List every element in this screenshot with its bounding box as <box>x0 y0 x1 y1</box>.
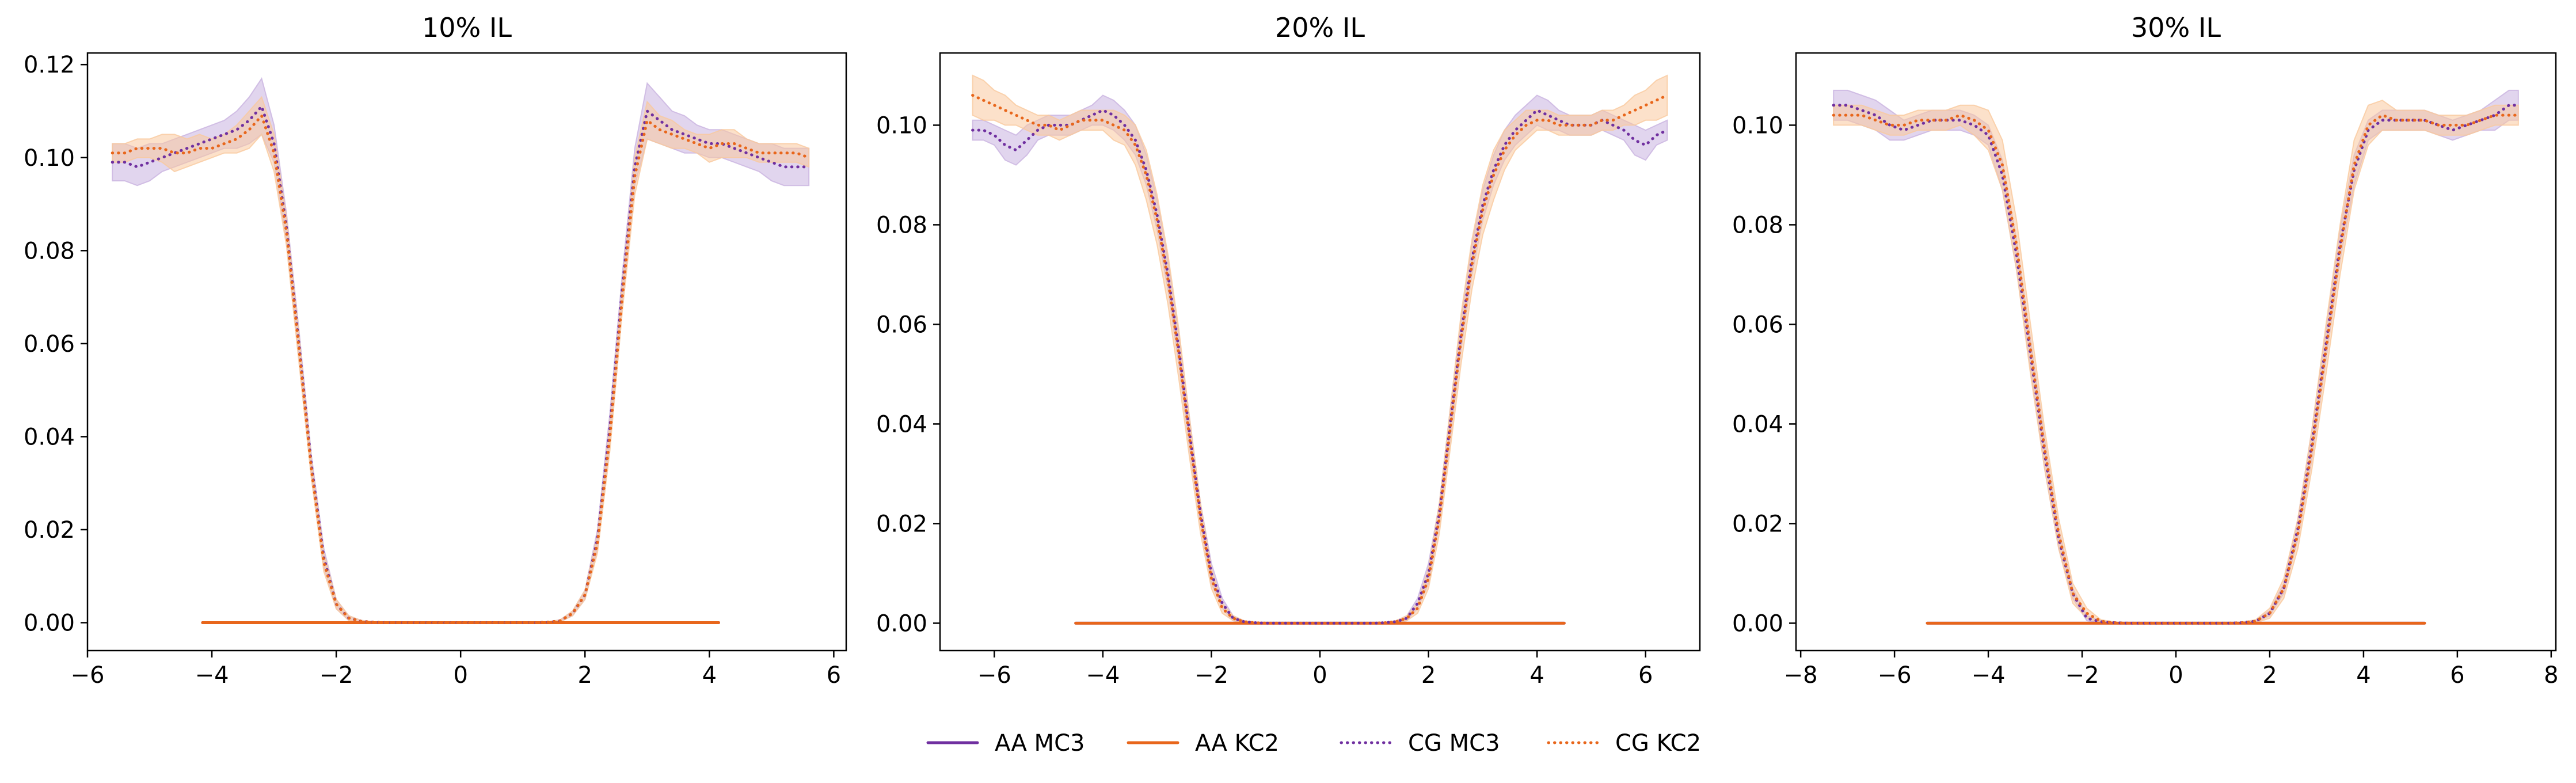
y-tick-label: 0.06 <box>1732 311 1783 338</box>
axes-frame <box>939 52 1701 652</box>
legend-item-aa-kc2: AA KC2 <box>1127 730 1279 757</box>
x-tick-label: 6 <box>2450 662 2464 689</box>
y-tick-label: 0.00 <box>876 610 927 637</box>
legend-label: CG KC2 <box>1615 730 1701 757</box>
panels: −6 −4 −2 0 2 4 6 0.00 0.02 0.04 0.06 0.08 0.10 0.12 10… <box>24 12 2559 689</box>
y-tick-label: 0.10 <box>876 112 927 139</box>
panel-1: −6 −4 −2 0 2 4 6 0.00 0.02 0.04 0.06 0.08 0.10 0.12 10… <box>24 12 847 689</box>
series-cg-kc2 <box>111 114 811 624</box>
y-tick-label: 0.10 <box>24 145 75 172</box>
plot-area <box>111 77 811 624</box>
y-tick-label: 0.02 <box>876 511 927 537</box>
x-tick-label: 4 <box>2356 662 2370 689</box>
x-tick-label: 6 <box>827 662 841 689</box>
legend-label: CG MC3 <box>1408 730 1500 757</box>
series-cg-mc3 <box>971 109 1669 625</box>
x-tick-label: −6 <box>977 662 1011 689</box>
x-tick-label: 2 <box>2262 662 2277 689</box>
y-tick-label: 0.04 <box>1732 411 1783 438</box>
y-tick-label: 0.00 <box>1732 610 1783 637</box>
legend-item-cg-mc3: CG MC3 <box>1340 730 1500 757</box>
x-tick-label: 4 <box>702 662 717 689</box>
panel-title: 30% IL <box>2131 12 2221 43</box>
x-tick-label: −8 <box>1784 662 1818 689</box>
panel-title: 20% IL <box>1275 12 1365 43</box>
band-cg-mc3 <box>1833 89 2519 624</box>
x-tick-label: 4 <box>1529 662 1544 689</box>
y-tick-label: 0.08 <box>24 238 75 264</box>
plot-area <box>1832 89 2520 625</box>
band-cg-kc2 <box>972 74 1668 624</box>
y-tick-label: 0.08 <box>1732 212 1783 238</box>
x-tick-label: 0 <box>453 662 467 689</box>
x-tick-label: −6 <box>71 662 105 689</box>
legend-label: AA KC2 <box>1195 730 1279 757</box>
x-tick-label: 8 <box>2544 662 2558 689</box>
series-cg-kc2 <box>971 94 1669 625</box>
axes-frame <box>86 52 847 652</box>
x-tick-label: 2 <box>578 662 592 689</box>
series-cg-mc3 <box>111 105 811 624</box>
x-tick-label: 0 <box>2168 662 2183 689</box>
x-tick-label: 2 <box>1421 662 1436 689</box>
y-tick-label: 0.08 <box>876 212 927 238</box>
panel-3: −8 −6 −4 −2 0 2 4 6 8 0.00 0.02 0.04 0.06 0.08 0.10 30%… <box>1732 12 2559 689</box>
x-tick-label: −2 <box>2065 662 2099 689</box>
plot-area <box>971 74 1669 625</box>
y-tick-label: 0.04 <box>876 411 927 438</box>
y-tick-label: 0.10 <box>1732 112 1783 139</box>
x-tick-label: −4 <box>1972 662 2006 689</box>
x-tick-label: 0 <box>1312 662 1327 689</box>
legend: AA MC3 AA KC2 CG MC3 CG KC2 <box>926 730 1701 757</box>
band-cg-kc2 <box>1833 100 2519 624</box>
x-tick-label: 6 <box>1638 662 1653 689</box>
axes-frame <box>1795 52 2557 652</box>
band-cg-mc3 <box>972 94 1668 624</box>
y-tick-label: 0.02 <box>24 517 75 543</box>
legend-item-aa-mc3: AA MC3 <box>926 730 1085 757</box>
x-tick-label: −2 <box>1194 662 1228 689</box>
y-tick-label: 0.02 <box>1732 511 1783 537</box>
band-cg-kc2 <box>112 96 810 624</box>
legend-label: AA MC3 <box>995 730 1085 757</box>
panel-title: 10% IL <box>422 12 512 43</box>
panel-2: −6 −4 −2 0 2 4 6 0.00 0.02 0.04 0.06 0.08 0.10 20% IL <box>876 12 1701 689</box>
y-tick-label: 0.06 <box>876 311 927 338</box>
legend-item-cg-kc2: CG KC2 <box>1547 730 1701 757</box>
x-tick-label: −4 <box>1086 662 1120 689</box>
y-tick-label: 0.00 <box>24 610 75 637</box>
series-cg-mc3 <box>1832 104 2520 625</box>
y-tick-label: 0.12 <box>24 52 75 78</box>
x-tick-label: −4 <box>195 662 229 689</box>
y-tick-label: 0.04 <box>24 424 75 450</box>
x-tick-label: −6 <box>1878 662 1912 689</box>
y-tick-label: 0.06 <box>24 331 75 358</box>
series-cg-kc2 <box>1832 113 2520 625</box>
x-tick-label: −2 <box>319 662 353 689</box>
band-cg-mc3 <box>112 77 810 624</box>
